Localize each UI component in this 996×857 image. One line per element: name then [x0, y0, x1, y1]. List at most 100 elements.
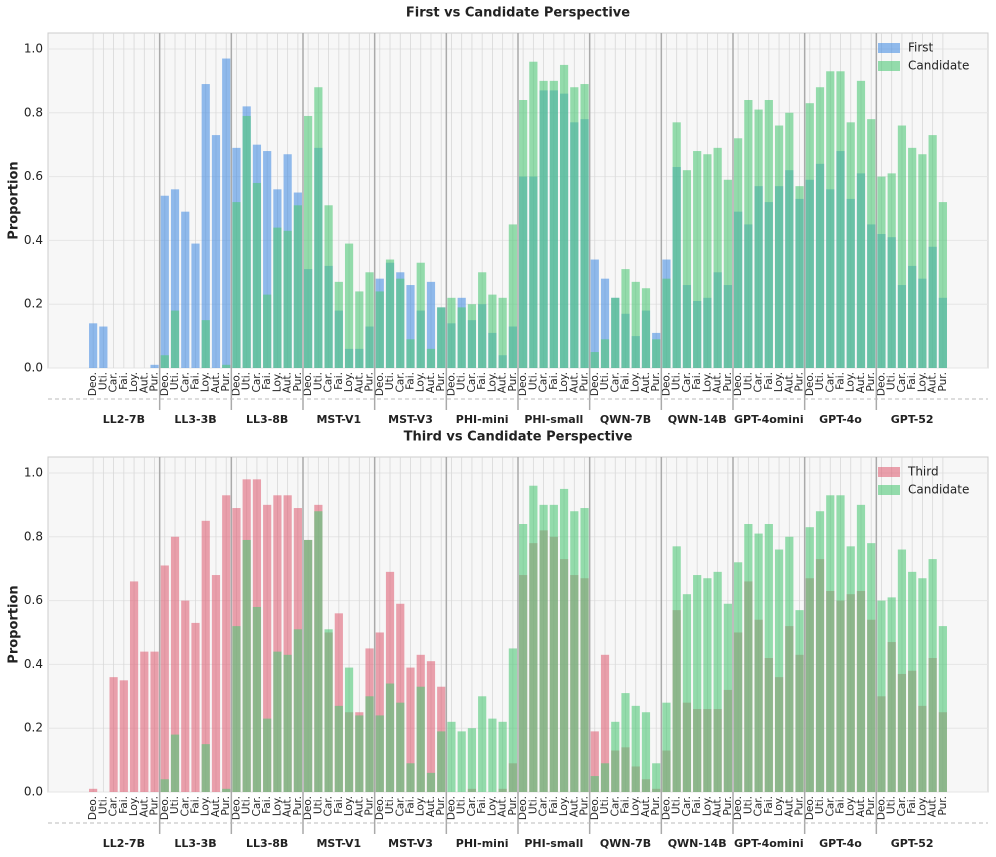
- x-tick-label: Deo.: [589, 372, 601, 396]
- bar: [334, 281, 343, 368]
- x-tick-label: Pur.: [220, 372, 232, 392]
- x-tick-label: Uti.: [384, 372, 396, 390]
- bar: [529, 485, 538, 792]
- bar: [693, 151, 702, 368]
- x-tick-label: Deo.: [445, 796, 457, 820]
- bar: [703, 578, 712, 792]
- x-tick-label: Pur.: [794, 372, 806, 392]
- x-tick-label: Uti.: [742, 372, 754, 390]
- group-label: GPT-52: [891, 837, 934, 850]
- x-tick-label: Fai.: [906, 796, 918, 814]
- bar: [600, 339, 610, 368]
- x-tick-label: Uti.: [312, 372, 324, 390]
- x-tick-label: Deo.: [159, 372, 171, 396]
- x-tick-label: Car.: [824, 372, 836, 392]
- bar: [191, 243, 200, 368]
- bar: [590, 352, 599, 368]
- bar: [273, 227, 282, 368]
- x-tick-label: Deo.: [732, 796, 744, 820]
- group-label: PHI-small: [524, 837, 583, 850]
- x-tick-label: Car.: [108, 796, 120, 816]
- bar: [703, 154, 712, 368]
- x-tick-label: Pur.: [650, 372, 662, 392]
- group-label: LL3-3B: [174, 837, 216, 850]
- x-tick-label: Pur.: [579, 372, 591, 392]
- x-tick-label: Pur.: [650, 796, 662, 816]
- bar: [529, 61, 538, 368]
- x-tick-label: Uti.: [312, 796, 324, 814]
- legend-swatch: [878, 61, 900, 71]
- x-tick-label: Car.: [681, 372, 693, 392]
- x-tick-label: Loy.: [916, 796, 928, 816]
- x-tick-label: Pur.: [865, 796, 877, 816]
- x-tick-label: Uti.: [886, 372, 898, 390]
- x-tick-label: Deo.: [660, 796, 672, 820]
- x-tick-label: Aut.: [497, 796, 509, 817]
- group-label: GPT-52: [891, 413, 934, 426]
- bar: [559, 64, 569, 369]
- x-tick-label: Fai.: [548, 372, 560, 390]
- x-tick-label: Fai.: [476, 372, 488, 390]
- x-tick-label: Uti.: [814, 796, 826, 814]
- bar: [426, 281, 436, 368]
- bar: [662, 278, 671, 368]
- x-tick-label: Loy.: [773, 372, 785, 392]
- y-tick-label: 1.0: [24, 41, 43, 55]
- bar: [478, 272, 487, 368]
- bar: [222, 364, 231, 368]
- group-label: GPT-4omini: [734, 413, 804, 426]
- bar: [447, 721, 456, 792]
- x-tick-label: Fai.: [333, 372, 345, 390]
- x-tick-label: Pur.: [937, 372, 949, 392]
- x-tick-label: Pur.: [579, 796, 591, 816]
- x-tick-label: Uti.: [742, 796, 754, 814]
- x-tick-label: Deo.: [230, 372, 242, 396]
- bar: [263, 294, 272, 368]
- bar: [201, 320, 210, 368]
- bar: [457, 731, 466, 792]
- y-axis-label: Proportion: [7, 585, 22, 663]
- bar: [385, 259, 395, 368]
- bar: [600, 278, 610, 368]
- x-tick-label: Car.: [681, 796, 693, 816]
- bar: [252, 182, 262, 368]
- bar: [242, 539, 251, 792]
- x-tick-label: Pur.: [364, 796, 376, 816]
- x-tick-label: Car.: [179, 796, 191, 816]
- x-tick-label: Car.: [466, 372, 478, 392]
- bar: [437, 307, 446, 368]
- chart-title: First vs Candidate Perspective: [406, 6, 630, 21]
- x-tick-label: Fai.: [190, 372, 202, 390]
- legend-label: Third: [907, 465, 939, 479]
- x-tick-label: Pur.: [220, 796, 232, 816]
- bar: [355, 291, 364, 368]
- bar: [129, 581, 139, 792]
- bar: [549, 80, 558, 368]
- bar: [181, 211, 190, 368]
- bar: [826, 71, 835, 369]
- bar: [283, 654, 292, 792]
- x-tick-label: Pur.: [507, 372, 519, 392]
- bar: [406, 763, 415, 792]
- x-tick-label: Uti.: [527, 796, 539, 814]
- x-tick-label: Pur.: [937, 796, 949, 816]
- bar: [918, 578, 927, 792]
- x-tick-label: Deo.: [87, 796, 99, 820]
- x-tick-label: Aut.: [138, 372, 150, 393]
- x-tick-label: Loy.: [415, 796, 427, 816]
- bar: [928, 559, 937, 792]
- x-tick-label: Pur.: [794, 796, 806, 816]
- bar: [232, 626, 241, 792]
- bar: [324, 629, 333, 792]
- group-label: LL3-8B: [246, 837, 288, 850]
- x-tick-label: Car.: [538, 372, 550, 392]
- x-tick-label: Car.: [824, 796, 836, 816]
- bar: [467, 304, 477, 368]
- x-tick-label: Pur.: [149, 372, 161, 392]
- bar: [488, 718, 497, 792]
- bar: [938, 202, 947, 368]
- bar: [314, 511, 323, 792]
- x-tick-label: Loy.: [701, 372, 713, 392]
- bar: [375, 715, 384, 792]
- x-tick-label: Fai.: [835, 796, 847, 814]
